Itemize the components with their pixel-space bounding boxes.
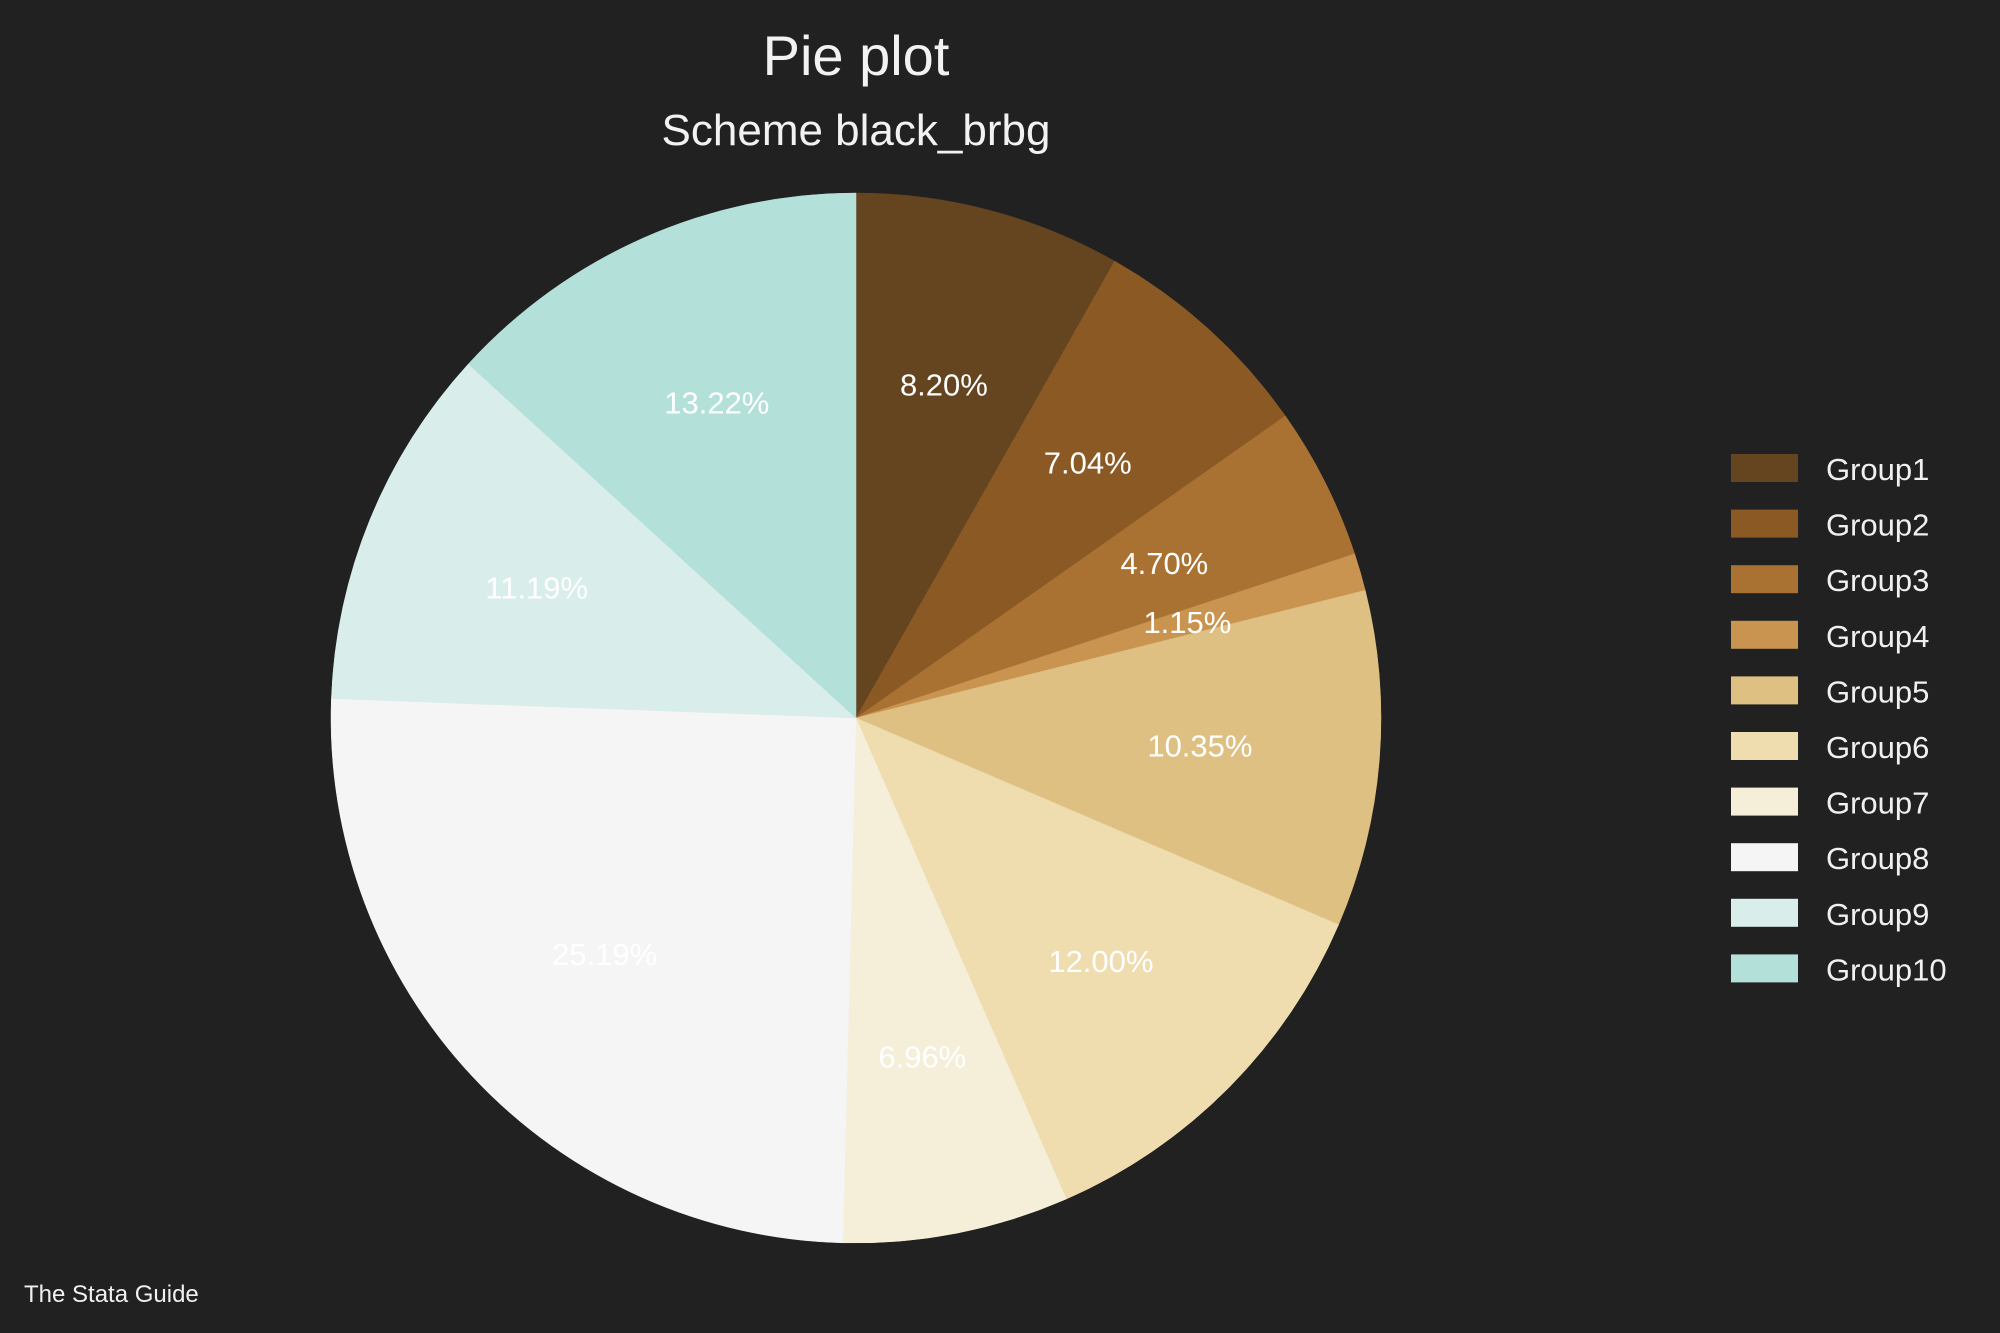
legend-swatch-group3	[1731, 565, 1798, 594]
pie-slice-group7	[842, 717, 1067, 1244]
slice-label-group2: 7.04%	[1044, 445, 1132, 480]
slice-label-group4: 1.15%	[1143, 605, 1231, 640]
legend-label-group7: Group7	[1826, 786, 1929, 821]
slice-label-group6: 12.00%	[1048, 944, 1153, 979]
legend-swatch-group5	[1731, 676, 1798, 705]
slice-label-group5: 10.35%	[1147, 728, 1252, 763]
legend-label-group8: Group8	[1826, 841, 1929, 876]
slice-label-group1: 8.20%	[900, 367, 988, 402]
legend-swatch-group4	[1731, 620, 1798, 649]
legend: Group1 Group2 Group3 Group4 Group5 Group6 Grou…	[1731, 452, 1947, 987]
pie-slice-group2	[855, 260, 1286, 719]
slice-label-group10: 13.22%	[664, 385, 769, 420]
pie-slices	[330, 192, 1382, 1244]
pie-slice-group9	[331, 363, 857, 719]
legend-label-group4: Group4	[1826, 619, 1929, 654]
legend-label-group9: Group9	[1826, 897, 1929, 932]
legend-label-group3: Group3	[1826, 563, 1929, 598]
legend-label-group6: Group6	[1826, 730, 1929, 765]
pie-slice-group3	[855, 415, 1356, 719]
chart-title: Pie plot	[763, 24, 950, 87]
pie-slice-group5	[855, 590, 1382, 926]
legend-swatch-group10	[1731, 954, 1798, 983]
slice-label-group7: 6.96%	[878, 1040, 966, 1075]
legend-swatch-group9	[1731, 898, 1798, 927]
legend-label-group1: Group1	[1826, 452, 1929, 487]
legend-swatch-group1	[1731, 454, 1798, 482]
pie-slice-group8	[330, 698, 857, 1244]
slice-label-group3: 4.70%	[1120, 546, 1208, 581]
legend-swatch-group7	[1731, 787, 1798, 816]
pie-slice-group6	[855, 717, 1339, 1200]
legend-swatch-group6	[1731, 732, 1798, 760]
legend-swatch-group2	[1731, 509, 1798, 538]
legend-swatch-group8	[1731, 843, 1798, 872]
legend-label-group2: Group2	[1826, 508, 1929, 543]
pie-slice-group1	[855, 192, 1116, 719]
chart-subtitle: Scheme black_brbg	[662, 106, 1051, 155]
legend-label-group10: Group10	[1826, 952, 1947, 987]
slice-label-group8: 25.19%	[552, 937, 657, 972]
pie-slice-labels: 8.20% 7.04% 4.70% 1.15% 10.35% 12.00% 6.96% 25.…	[485, 367, 1252, 1074]
legend-label-group5: Group5	[1826, 674, 1929, 709]
chart-note: The Stata Guide	[24, 1281, 199, 1308]
slice-label-group9: 11.19%	[485, 570, 588, 605]
pie-slice-group10	[468, 192, 857, 719]
